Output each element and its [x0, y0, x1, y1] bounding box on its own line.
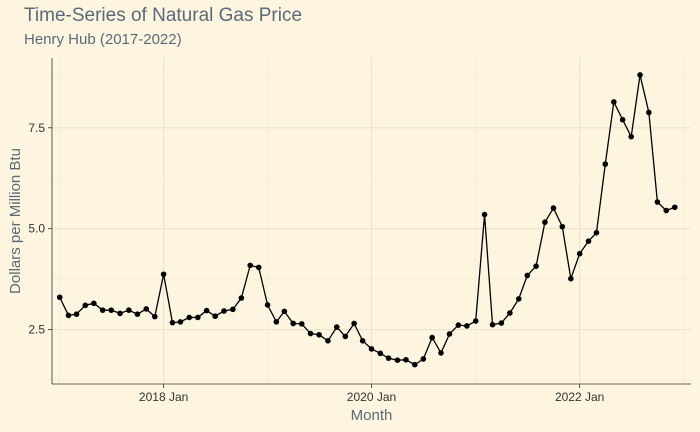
- data-point: [82, 302, 89, 309]
- data-point: [143, 306, 150, 312]
- data-point: [438, 350, 444, 356]
- data-point: [411, 361, 418, 368]
- data-point: [515, 296, 522, 302]
- data-point: [160, 271, 167, 278]
- data-point: [368, 346, 375, 352]
- x-axis-title: Month: [351, 407, 393, 424]
- data-point: [298, 321, 305, 327]
- data-point: [611, 99, 617, 105]
- data-point: [420, 356, 427, 362]
- data-point: [550, 205, 557, 211]
- data-point: [177, 319, 184, 325]
- data-point: [325, 338, 331, 344]
- y-tick-label: 2.5: [28, 323, 45, 337]
- data-point: [91, 300, 97, 307]
- data-point: [247, 262, 253, 269]
- data-point: [446, 331, 453, 337]
- data-point: [455, 322, 462, 328]
- data-point: [646, 109, 652, 116]
- data-point: [403, 356, 409, 363]
- y-tick-label: 7.5: [28, 121, 45, 135]
- data-point: [117, 310, 123, 317]
- chart-title: Time-Series of Natural Gas Price: [24, 5, 303, 26]
- data-point: [481, 211, 488, 218]
- data-point: [333, 324, 340, 330]
- y-tick-label: 5.0: [28, 222, 45, 236]
- data-point: [281, 308, 288, 315]
- data-point: [619, 116, 626, 123]
- data-point: [524, 272, 531, 279]
- data-point: [507, 310, 513, 316]
- data-point: [377, 350, 384, 357]
- chart-subtitle: Henry Hub (2017-2022): [24, 31, 182, 48]
- data-point: [212, 313, 218, 320]
- data-point: [108, 307, 115, 313]
- data-point: [489, 321, 496, 328]
- data-point: [169, 319, 176, 326]
- data-point: [593, 229, 600, 236]
- data-point: [559, 223, 566, 230]
- data-point: [194, 314, 201, 321]
- data-point: [628, 133, 635, 140]
- data-point: [663, 207, 670, 214]
- data-point: [568, 275, 574, 282]
- x-tick-label: 2022 Jan: [555, 390, 604, 404]
- data-point: [342, 333, 349, 340]
- data-point: [671, 204, 678, 211]
- data-point: [576, 250, 583, 257]
- data-point: [316, 331, 322, 338]
- series-line: [59, 74, 675, 366]
- data-point: [464, 323, 470, 329]
- y-axis-title: Dollars per Million Btu: [7, 148, 24, 294]
- data-point: [221, 308, 227, 314]
- data-point: [56, 294, 63, 301]
- data-point: [585, 238, 592, 244]
- data-point: [186, 314, 193, 321]
- data-point: [255, 264, 262, 271]
- data-point: [602, 161, 609, 167]
- data-point: [134, 311, 141, 318]
- data-point: [498, 320, 505, 326]
- data-point: [307, 330, 314, 337]
- data-point: [73, 311, 80, 318]
- data-point: [394, 357, 401, 363]
- data-point: [429, 334, 435, 341]
- data-point: [351, 320, 357, 327]
- data-point: [654, 199, 661, 205]
- x-tick-label: 2020 Jan: [347, 390, 396, 404]
- data-point: [472, 318, 479, 324]
- data-point: [151, 313, 158, 320]
- data-point: [637, 72, 643, 78]
- data-point: [230, 306, 236, 313]
- data-point: [99, 307, 106, 313]
- x-tick-label: 2018 Jan: [139, 390, 188, 404]
- data-point: [359, 338, 366, 344]
- data-point: [273, 319, 280, 325]
- data-point: [126, 307, 132, 313]
- data-point: [203, 307, 210, 314]
- data-point: [533, 263, 539, 269]
- data-point: [264, 302, 271, 308]
- data-point: [542, 219, 548, 226]
- data-point: [65, 312, 72, 319]
- data-point: [290, 320, 296, 327]
- data-point: [385, 355, 392, 361]
- data-point: [238, 295, 245, 301]
